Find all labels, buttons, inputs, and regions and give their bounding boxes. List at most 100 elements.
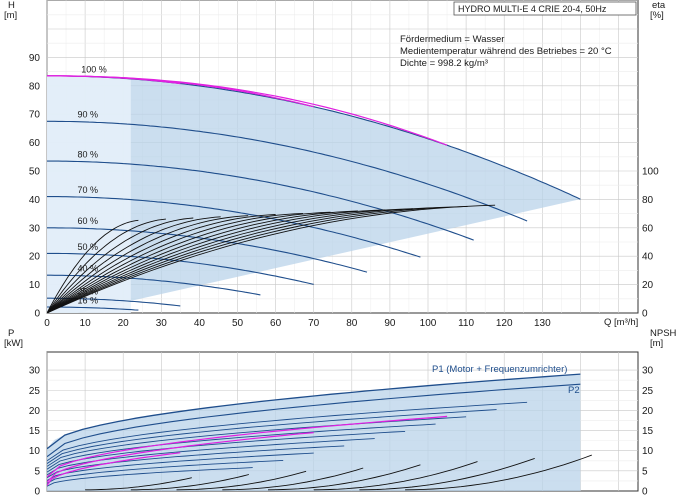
q-tick-label: 80 [346, 318, 358, 329]
speed-label: 70 % [77, 185, 98, 195]
p-tick-label: 10 [29, 446, 41, 457]
eta-tick-label: 60 [642, 223, 654, 234]
efficiency-curve [47, 208, 413, 313]
info-line-temperature: Medientemperatur während des Betriebes =… [400, 46, 612, 57]
npsh-curve [130, 474, 250, 491]
q-tick-label: 110 [458, 318, 474, 329]
power-curve [47, 445, 345, 479]
speed-label: 90 % [77, 110, 98, 120]
h-tick-label: 0 [34, 309, 40, 320]
npsh-curve [313, 461, 478, 491]
speed-label: 60 % [77, 216, 98, 226]
power-curve [47, 401, 528, 462]
h-tick-label: 40 [29, 195, 41, 206]
chart-title: HYDRO MULTI-E 4 CRIE 20-4, 50Hz [458, 4, 607, 14]
efficiency-curve [47, 217, 194, 313]
speed-label: 16 % [77, 295, 98, 305]
efficiency-curve [47, 209, 386, 313]
p-axis-title: P [kW] [4, 328, 23, 349]
npsh-tick-label: 10 [642, 446, 654, 457]
power-curve [47, 452, 314, 481]
h-tick-label: 10 [29, 280, 41, 291]
h-tick-label: 50 [29, 167, 41, 178]
system-curve [47, 75, 448, 146]
h-tick-label: 90 [29, 53, 41, 64]
power-area-shading [47, 374, 581, 491]
speed-label: 50 % [77, 242, 98, 252]
npsh-curve [267, 464, 421, 491]
qh-curve-90 [47, 120, 528, 222]
q-tick-label: 10 [80, 318, 92, 329]
h-tick-label: 70 [29, 110, 41, 121]
p-tick-label: 30 [29, 366, 41, 377]
p-tick-label: 25 [29, 386, 41, 397]
eta-axis-title: eta [%] [650, 0, 666, 21]
h-tick-label: 60 [29, 138, 41, 149]
title-box [453, 1, 637, 16]
system-power-curve [47, 452, 181, 486]
qh-curve-60 [47, 227, 368, 273]
efficiency-curve [47, 210, 358, 313]
qh-curve-80 [47, 160, 474, 241]
system-power-curve [47, 432, 314, 483]
eta-tick-label: 0 [642, 309, 648, 320]
power-curve [47, 409, 497, 464]
npsh-curve [176, 470, 307, 491]
efficiency-curve [47, 214, 276, 313]
p1-curve [47, 373, 581, 450]
p2-curve [47, 383, 581, 458]
speed-label: 100 % [81, 64, 107, 74]
power-curve [47, 416, 467, 467]
npsh-tick-label: 30 [642, 366, 654, 377]
q-tick-label: 120 [496, 318, 513, 329]
power-curve [47, 430, 406, 473]
top-chart-labels: 0 10 20 30 40 50 60 70 80 90 0 10 20 30 40 50 60 70 80 90 10… [29, 53, 659, 329]
efficiency-curve [47, 204, 496, 313]
q-tick-label: 20 [118, 318, 130, 329]
bottom-chart-labels: 0 5 10 15 20 25 30 0 5 10 15 20 25 30 [29, 366, 654, 498]
eta-tick-label: 80 [642, 195, 654, 206]
info-line-density: Dichte = 998.2 kg/m³ [400, 58, 488, 69]
power-curve [47, 459, 284, 484]
q-tick-label: 100 [420, 318, 437, 329]
q-tick-label: 130 [534, 318, 551, 329]
power-area [47, 374, 581, 491]
p-tick-label: 0 [34, 487, 40, 498]
qh-curves [47, 75, 581, 313]
npsh-tick-label: 15 [642, 426, 654, 437]
npsh-axis-title: NPSH [m] [650, 328, 677, 349]
npsh-curve [405, 454, 592, 491]
power-curve [47, 423, 436, 470]
eta-tick-label: 100 [642, 167, 659, 178]
efficiency-curve [47, 215, 249, 313]
efficiency-curve [47, 207, 441, 313]
qh-curve-70 [47, 196, 421, 258]
q-tick-label: 70 [308, 318, 320, 329]
system-power-curve [47, 415, 448, 478]
npsh-tick-label: 5 [642, 466, 648, 477]
q-tick-label: 60 [270, 318, 282, 329]
npsh-curve [85, 477, 192, 491]
q-axis-title: Q [m³/h] [604, 317, 638, 328]
eta-tick-label: 40 [642, 252, 654, 263]
p-tick-label: 5 [34, 466, 40, 477]
h-tick-label: 20 [29, 252, 41, 263]
npsh-curve [222, 467, 364, 491]
p-tick-label: 20 [29, 406, 41, 417]
info-line-medium: Fördermedium = Wasser [400, 34, 504, 45]
power-curve [47, 467, 253, 487]
efficiency-curve [47, 219, 139, 313]
q-tick-label: 50 [232, 318, 244, 329]
qh-curve-40 [47, 274, 261, 296]
q-tick-label: 40 [194, 318, 206, 329]
h-tick-label: 30 [29, 223, 41, 234]
h-axis-title: H [m] [4, 0, 17, 21]
efficiency-curve [47, 216, 221, 313]
h-tick-label: 80 [29, 81, 41, 92]
p-tick-label: 15 [29, 426, 41, 437]
npsh-curve [359, 457, 535, 491]
legend-p2: P2 [568, 385, 580, 396]
legend-p1: P1 (Motor + Frequenzumrichter) [432, 364, 567, 375]
npsh-tick-label: 20 [642, 406, 654, 417]
